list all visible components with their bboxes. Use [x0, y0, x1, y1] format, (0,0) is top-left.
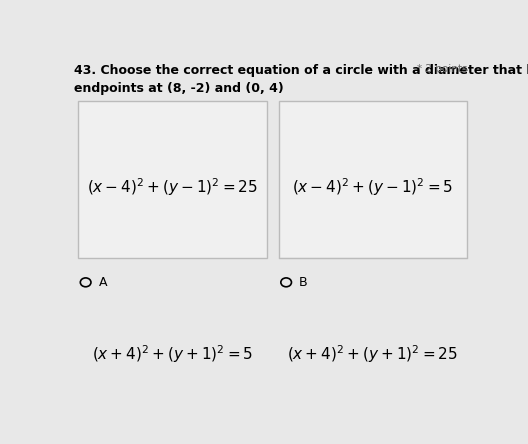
- Text: B: B: [299, 276, 308, 289]
- Text: A: A: [99, 276, 107, 289]
- Text: $(x + 4)^2 + (y + 1)^2 = 25$: $(x + 4)^2 + (y + 1)^2 = 25$: [287, 343, 458, 365]
- Text: * 2 points: * 2 points: [417, 63, 467, 74]
- Text: 43. Choose the correct equation of a circle with a diameter that has: 43. Choose the correct equation of a cir…: [74, 63, 528, 76]
- Text: $(x + 4)^2 + (y + 1)^2 = 5$: $(x + 4)^2 + (y + 1)^2 = 5$: [92, 343, 253, 365]
- Text: endpoints at (8, -2) and (0, 4): endpoints at (8, -2) and (0, 4): [74, 82, 284, 95]
- FancyBboxPatch shape: [279, 101, 467, 258]
- Text: $(x - 4)^2 + (y - 1)^2 = 25$: $(x - 4)^2 + (y - 1)^2 = 25$: [87, 177, 258, 198]
- Text: $(x - 4)^2 + (y - 1)^2 = 5$: $(x - 4)^2 + (y - 1)^2 = 5$: [293, 177, 454, 198]
- FancyBboxPatch shape: [78, 101, 267, 258]
